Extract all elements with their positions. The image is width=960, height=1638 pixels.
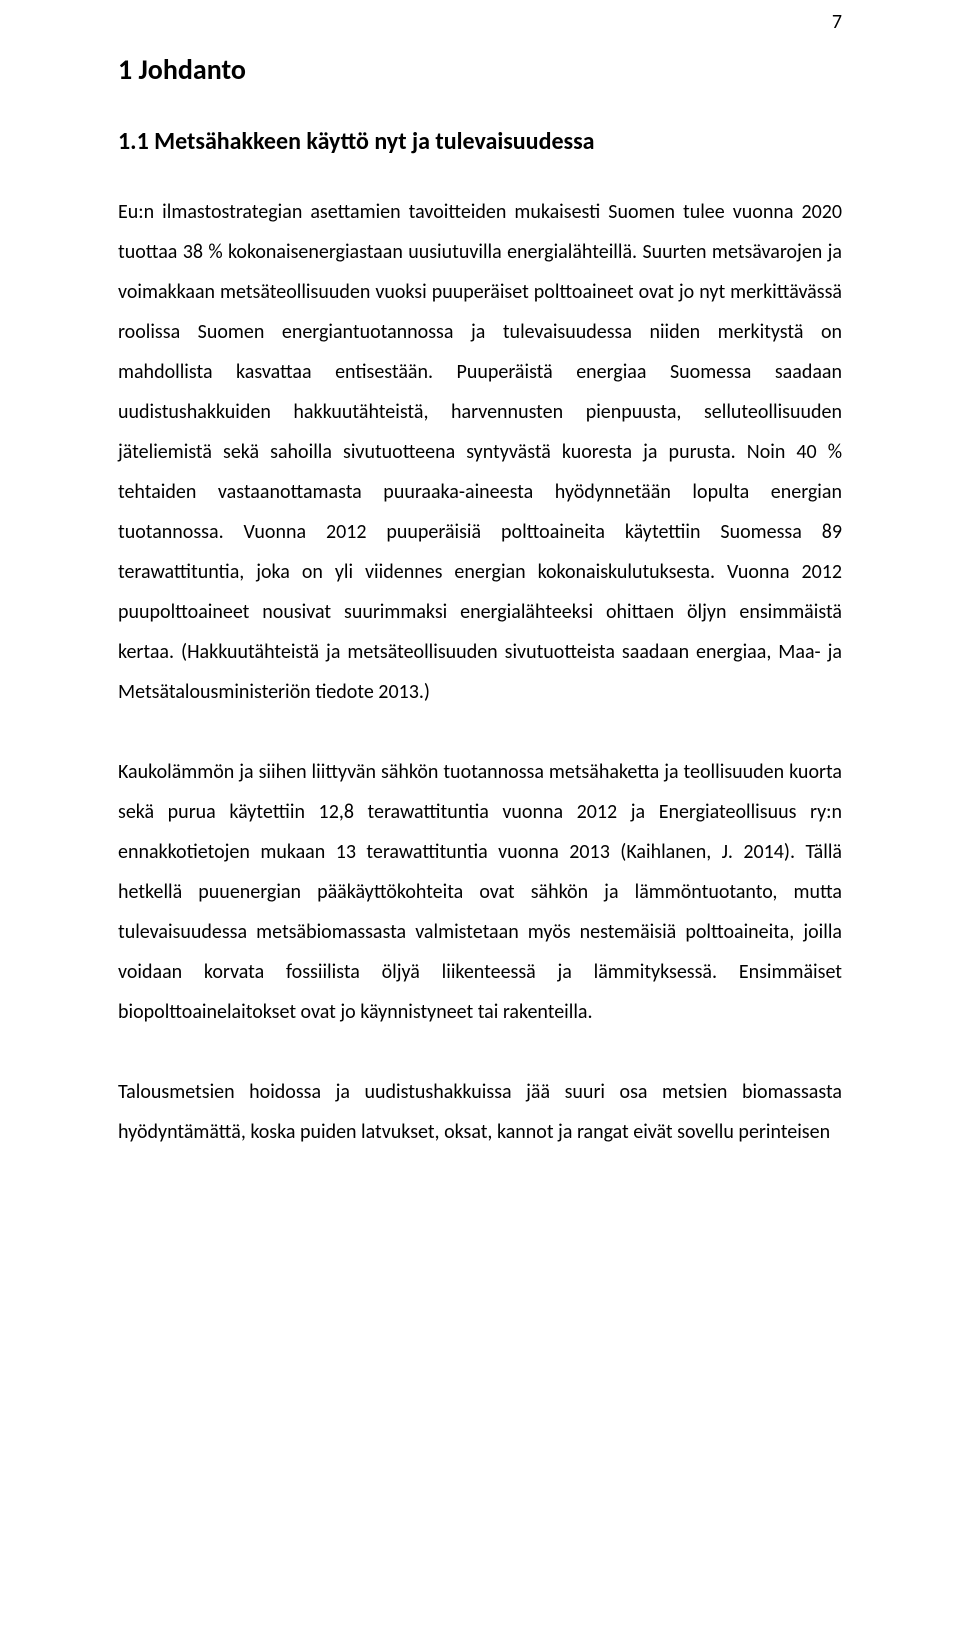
paragraph-1: Eu:n ilmastostrategian asettamien tavoit… [118,192,842,712]
paragraph-2: Kaukolämmön ja siihen liittyvän sähkön t… [118,752,842,1032]
page-number: 7 [832,10,842,34]
heading-level-2: 1.1 Metsähakkeen käyttö nyt ja tulevaisu… [118,127,842,156]
document-page: 7 1 Johdanto 1.1 Metsähakkeen käyttö nyt… [0,0,960,1638]
paragraph-3: Talousmetsien hoidossa ja uudistushakkui… [118,1072,842,1152]
heading-level-1: 1 Johdanto [118,52,842,87]
